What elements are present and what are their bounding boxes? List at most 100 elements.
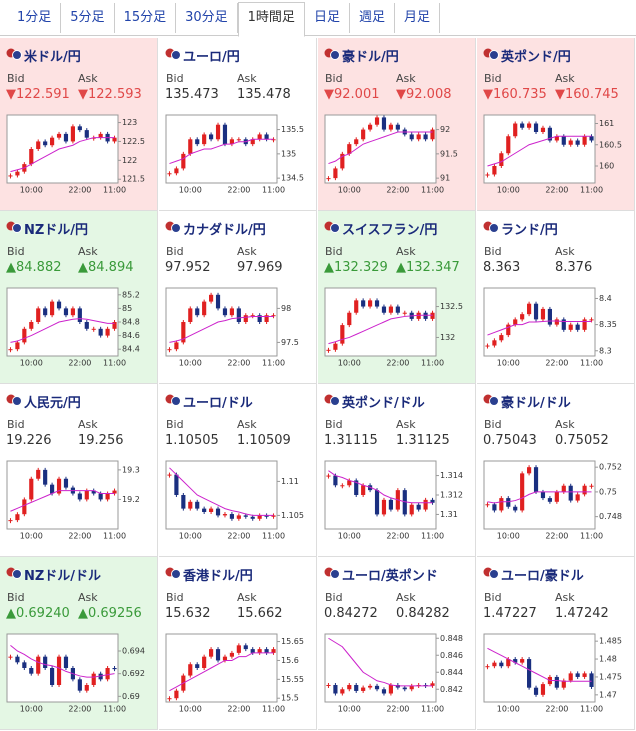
candle (167, 349, 172, 351)
candle (547, 498, 552, 502)
x-tick-label: 11:00 (580, 532, 603, 541)
quote-cell[interactable]: 英ポンド/円 Bid Ask ▼160.735 ▼160.745 161 160.5 160 1… (477, 38, 635, 211)
quote-cell[interactable]: ユーロ/英ポンド Bid Ask 0.84272 0.84282 0.848 0.846 0.… (318, 557, 476, 730)
moving-average (328, 470, 433, 504)
candle (181, 153, 186, 169)
candle (374, 117, 380, 125)
quote-cell[interactable]: NZドル/円 Bid Ask ▲84.882 ▲84.894 85.2 85 84.8 84.6… (0, 211, 158, 384)
candle (229, 652, 234, 657)
y-tick-label: 84.4 (122, 345, 140, 354)
candle (388, 306, 393, 313)
bid-price: 122.591 (16, 87, 70, 102)
ask-label: Ask (555, 245, 575, 258)
bid-label: Bid (7, 245, 25, 258)
candle (174, 690, 179, 699)
tab[interactable]: 1分足 (8, 2, 62, 33)
y-tick-label: 15.6 (281, 656, 299, 665)
y-tick-label: 19.2 (122, 495, 140, 504)
candle (43, 656, 48, 668)
candle (29, 478, 34, 500)
candle (561, 680, 566, 688)
tab[interactable]: 日足 (305, 2, 350, 33)
candle (506, 498, 511, 507)
candle (50, 301, 55, 316)
bid-label: Bid (325, 591, 343, 604)
candle (63, 308, 69, 316)
bid-value: 8.363 (483, 260, 520, 275)
y-tick-label: 0.846 (440, 651, 463, 660)
candle (91, 673, 96, 685)
candle (236, 515, 241, 519)
candle (506, 659, 511, 667)
bid-price: 8.363 (483, 260, 521, 275)
candle (264, 315, 269, 322)
quote-cell[interactable]: スイスフラン/円 Bid Ask ▲132.329 ▲132.347 132.5 132 10… (318, 211, 476, 384)
candle (257, 315, 262, 322)
candle (409, 504, 414, 515)
bid-price: 0.69240 (16, 606, 70, 621)
tab[interactable]: 5分足 (61, 2, 115, 33)
quote-cell[interactable]: 豪ドル/ドル Bid Ask 0.75043 0.75052 0.752 0.75 0.748… (477, 384, 635, 557)
candle (520, 473, 525, 511)
quote-cell[interactable]: 香港ドル/円 Bid Ask 15.632 15.662 15.65 15.6 15.55 15… (159, 557, 317, 730)
candle (236, 139, 241, 141)
moving-average (328, 637, 433, 687)
tab[interactable]: 週足 (350, 2, 395, 33)
candle (395, 124, 400, 130)
tab[interactable]: 月足 (395, 2, 440, 33)
quote-cell[interactable]: 米ドル/円 Bid Ask ▼122.591 ▼122.593 123 122.5 122 12… (0, 38, 158, 211)
y-tick-label: 1.47 (599, 690, 617, 699)
flag-icon (483, 221, 499, 233)
candle (98, 493, 103, 500)
y-tick-label: 15.55 (281, 675, 304, 684)
quote-cell[interactable]: ユーロ/豪ドル Bid Ask 1.47227 1.47242 1.485 1.48 1.47… (477, 557, 635, 730)
quote-cell[interactable]: NZドル/ドル Bid Ask ▲0.69240 ▲0.69256 0.694 0.692 0… (0, 557, 158, 730)
x-tick-label: 11:00 (103, 532, 126, 541)
flag-b (330, 396, 340, 406)
quote-cell[interactable]: カナダドル/円 Bid Ask 97.952 97.969 98 97.5 10:00 22:0… (159, 211, 317, 384)
candle (195, 308, 200, 316)
ask-price: 132.347 (406, 260, 460, 275)
candle (340, 485, 345, 487)
flag-b (12, 50, 22, 60)
ask-price: 0.69256 (88, 606, 142, 621)
candle (485, 345, 490, 347)
candle (368, 300, 373, 307)
x-tick-label: 11:00 (580, 186, 603, 195)
quote-cell[interactable]: ユーロ/ドル Bid Ask 1.10505 1.10509 1.11 1.105 10:00… (159, 384, 317, 557)
quote-cell[interactable]: ユーロ/円 Bid Ask 135.473 135.478 135.5 135 134.5 10… (159, 38, 317, 211)
tab[interactable]: 1時間足 (237, 2, 305, 37)
candle (112, 490, 117, 494)
candle (63, 656, 69, 668)
candle (554, 136, 559, 141)
pair-name: ユーロ/英ポンド (342, 569, 438, 584)
y-tick-label: 132 (440, 333, 455, 342)
tab[interactable]: 15分足 (115, 2, 177, 33)
bid-price: 1.10505 (165, 433, 219, 448)
quote-cell[interactable]: 英ポンド/ドル Bid Ask 1.31115 1.31125 1.314 1.312 1.3… (318, 384, 476, 557)
candle (70, 126, 75, 142)
ask-value: 8.376 (555, 260, 592, 275)
bid-price: 1.47227 (483, 606, 537, 621)
y-tick-label: 0.848 (440, 634, 463, 643)
candle (533, 687, 539, 695)
candle (105, 493, 110, 500)
candle (547, 308, 552, 325)
change-arrow: ▼ (6, 87, 16, 102)
pair-name: ユーロ/円 (183, 50, 240, 65)
x-tick-label: 22:00 (545, 359, 568, 368)
candle (98, 673, 103, 680)
quote-cell[interactable]: 人民元/円 Bid Ask 19.226 19.256 19.3 19.2 10:00 22:0… (0, 384, 158, 557)
tab[interactable]: 30分足 (176, 2, 238, 33)
mini-chart: 0.694 0.692 0.69 10:00 22:00 11:00 (6, 633, 145, 714)
candle (98, 328, 103, 336)
quote-cell[interactable]: ランド/円 Bid Ask 8.363 8.376 8.4 8.35 8.3 10:00 22:0… (477, 211, 635, 384)
quote-cell[interactable]: 豪ドル/円 Bid Ask ▼92.001 ▼92.008 92 91.5 91 10:00 22… (318, 38, 476, 211)
x-tick-label: 11:00 (580, 705, 603, 714)
candle (181, 495, 186, 509)
x-tick-label: 22:00 (68, 359, 91, 368)
candle (209, 508, 214, 512)
flag-b (171, 396, 181, 406)
x-tick-label: 22:00 (545, 532, 568, 541)
flag-icon (6, 48, 22, 60)
